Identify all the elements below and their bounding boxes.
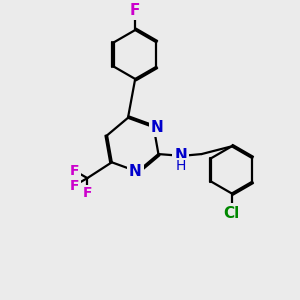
Text: Cl: Cl: [224, 206, 240, 220]
Text: H: H: [176, 159, 186, 173]
Text: F: F: [70, 178, 79, 193]
Text: F: F: [70, 164, 79, 178]
Text: N: N: [129, 164, 142, 179]
Text: F: F: [82, 186, 92, 200]
Text: N: N: [151, 120, 164, 135]
Text: N: N: [174, 148, 187, 163]
Text: F: F: [130, 3, 140, 18]
